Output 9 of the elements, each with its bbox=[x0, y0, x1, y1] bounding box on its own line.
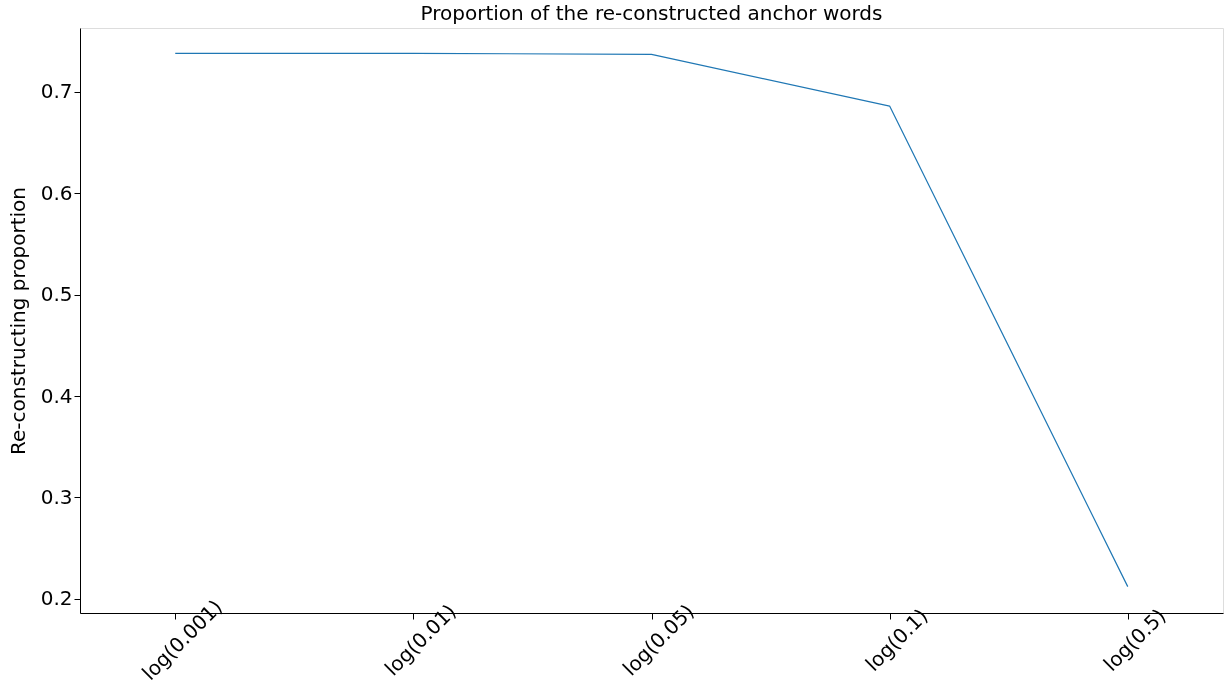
y-axis-title: Re-constructing proportion bbox=[5, 187, 30, 455]
y-tick-label: 0.6 bbox=[40, 180, 73, 205]
y-tick-label: 0.3 bbox=[40, 484, 73, 509]
line-series bbox=[174, 52, 1129, 588]
y-tick-label: 0.7 bbox=[40, 79, 73, 104]
y-tick-label: 0.5 bbox=[40, 282, 73, 307]
y-tick-label: 0.2 bbox=[40, 586, 73, 611]
y-tick-label: 0.4 bbox=[40, 383, 73, 408]
chart-title: Proportion of the re-constructed anchor words bbox=[420, 1, 883, 25]
